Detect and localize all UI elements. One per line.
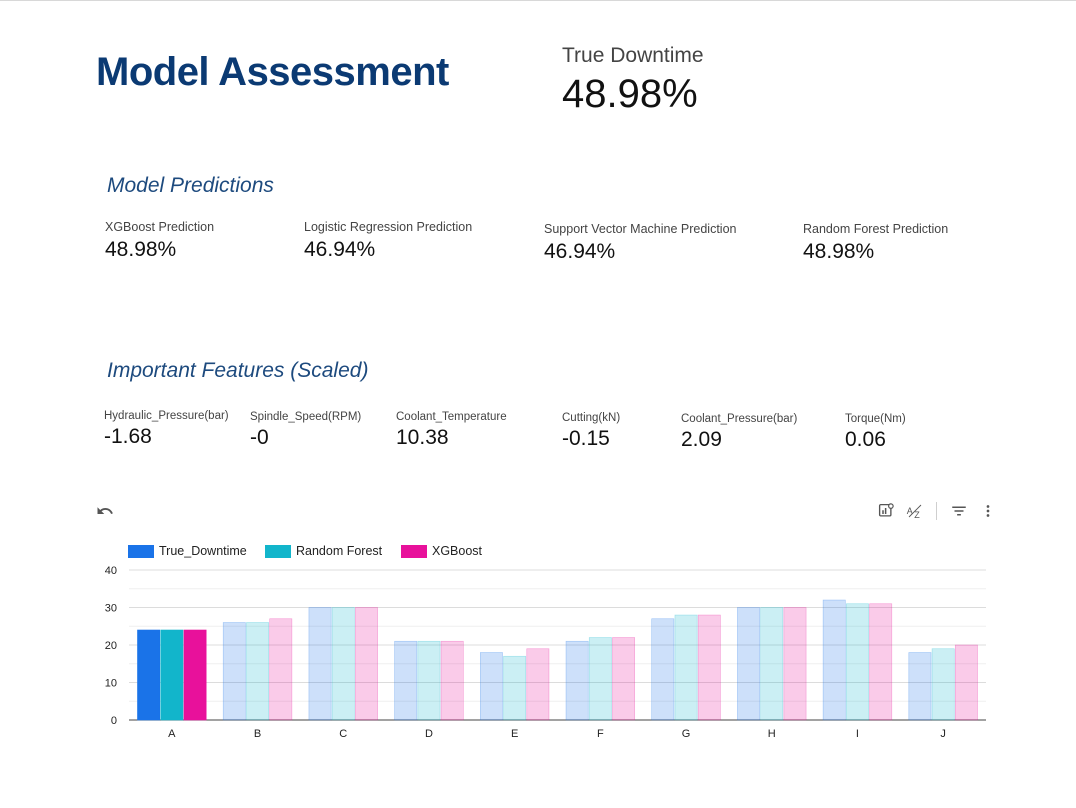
bar-true-downtime-f[interactable] <box>565 640 589 721</box>
model-predictions-heading: Model Predictions <box>107 174 274 197</box>
feature-label-hydraulic-pressure: Hydraulic_Pressure(bar) <box>104 410 229 422</box>
feature-label-spindle-speed: Spindle_Speed(RPM) <box>250 411 362 423</box>
bar-xgboost-e[interactable] <box>526 648 550 721</box>
bar-true-downtime-j[interactable] <box>908 652 932 721</box>
bar-xgboost-h[interactable] <box>783 607 807 721</box>
x-tick-label: J <box>940 728 946 740</box>
bar-xgboost-a[interactable] <box>183 629 207 721</box>
bar-xgboost-g[interactable] <box>697 614 721 721</box>
feature-value-spindle-speed: -0 <box>250 426 269 449</box>
x-tick-label: F <box>597 728 604 740</box>
feature-value-torque: 0.06 <box>845 428 886 451</box>
legend-item-true-downtime[interactable]: True_Downtime <box>128 544 247 558</box>
feature-label-cutting: Cutting(kN) <box>562 412 621 424</box>
x-tick-label: D <box>425 728 433 740</box>
feature-label-coolant-temperature: Coolant_Temperature <box>396 411 507 423</box>
feature-value-hydraulic-pressure: -1.68 <box>104 425 152 448</box>
bar-true-downtime-h[interactable] <box>737 607 760 721</box>
bar-xgboost-b[interactable] <box>269 618 293 721</box>
xgboost-prediction-value: 48.98% <box>105 238 177 261</box>
feature-value-coolant-temperature: 10.38 <box>396 426 449 449</box>
bar-random-forest-h[interactable] <box>760 607 784 721</box>
bar-true-downtime-d[interactable] <box>394 640 418 721</box>
feature-value-cutting: -0.15 <box>562 427 610 450</box>
bar-true-downtime-g[interactable] <box>651 618 675 721</box>
bar-true-downtime-i[interactable] <box>822 599 846 721</box>
toolbar-divider <box>936 502 937 520</box>
xgboost-prediction-label: XGBoost Prediction <box>105 220 215 234</box>
x-tick-label: G <box>682 728 691 740</box>
legend-swatch-xgboost <box>401 544 427 558</box>
random-forest-prediction-label: Random Forest Prediction <box>803 222 949 236</box>
bar-random-forest-c[interactable] <box>331 607 355 721</box>
bar-true-downtime-c[interactable] <box>308 607 332 721</box>
bar-xgboost-d[interactable] <box>440 640 464 721</box>
x-tick-label: E <box>511 728 518 740</box>
page-title: Model Assessment <box>96 50 449 94</box>
undo-icon[interactable] <box>94 500 116 522</box>
bar-random-forest-d[interactable] <box>417 640 441 721</box>
legend-label-true-downtime: True_Downtime <box>159 544 247 558</box>
x-tick-label: C <box>339 728 347 740</box>
bar-random-forest-j[interactable] <box>931 648 955 721</box>
bar-true-downtime-e[interactable] <box>479 652 503 721</box>
svm-prediction-label: Support Vector Machine Prediction <box>544 222 737 236</box>
chart-settings-icon[interactable] <box>875 500 897 522</box>
legend-swatch-random-forest <box>265 544 291 558</box>
svm-prediction-value: 46.94% <box>544 240 616 263</box>
feature-value-coolant-pressure: 2.09 <box>681 428 722 451</box>
x-tick-label: H <box>768 728 776 740</box>
x-tick-label: I <box>856 728 859 740</box>
bar-true-downtime-b[interactable] <box>222 622 246 721</box>
feature-label-coolant-pressure: Coolant_Pressure(bar) <box>681 413 798 425</box>
important-features-heading: Important Features (Scaled) <box>107 359 369 382</box>
bar-true-downtime-a[interactable] <box>137 629 161 721</box>
true-downtime-value: 48.98% <box>562 72 698 116</box>
filter-icon[interactable] <box>948 500 970 522</box>
top-border <box>0 0 1076 1</box>
legend-item-xgboost[interactable]: XGBoost <box>401 544 482 558</box>
bar-xgboost-j[interactable] <box>954 644 978 721</box>
bar-random-forest-g[interactable] <box>674 614 698 721</box>
bar-random-forest-f[interactable] <box>588 637 612 721</box>
y-tick-label: 20 <box>105 640 117 652</box>
y-tick-label: 40 <box>105 565 117 577</box>
y-tick-label: 30 <box>105 603 117 615</box>
true-downtime-label: True Downtime <box>562 44 704 67</box>
legend-label-random-forest: Random Forest <box>296 544 383 558</box>
x-tick-label: A <box>168 728 176 740</box>
bar-xgboost-c[interactable] <box>355 607 378 721</box>
legend-swatch-true-downtime <box>128 544 154 558</box>
legend-label-xgboost: XGBoost <box>432 544 483 558</box>
y-tick-label: 10 <box>105 678 117 690</box>
bar-random-forest-a[interactable] <box>160 629 184 721</box>
logistic-regression-prediction-label: Logistic Regression Prediction <box>304 220 473 234</box>
x-tick-label: B <box>254 728 261 740</box>
svg-text:A: A <box>907 506 913 516</box>
y-tick-label: 0 <box>111 715 117 727</box>
bar-random-forest-e[interactable] <box>503 655 527 721</box>
random-forest-prediction-value: 48.98% <box>803 240 875 263</box>
feature-label-torque: Torque(Nm) <box>845 413 906 425</box>
bar-xgboost-f[interactable] <box>612 637 636 721</box>
legend-item-random-forest[interactable]: Random Forest <box>265 544 382 558</box>
bar-random-forest-i[interactable] <box>846 603 869 721</box>
bar-xgboost-i[interactable] <box>869 603 893 721</box>
svg-text:Z: Z <box>914 510 920 520</box>
logistic-regression-prediction-value: 46.94% <box>304 238 376 261</box>
more-vert-icon[interactable] <box>977 500 999 522</box>
bar-random-forest-b[interactable] <box>246 622 269 721</box>
